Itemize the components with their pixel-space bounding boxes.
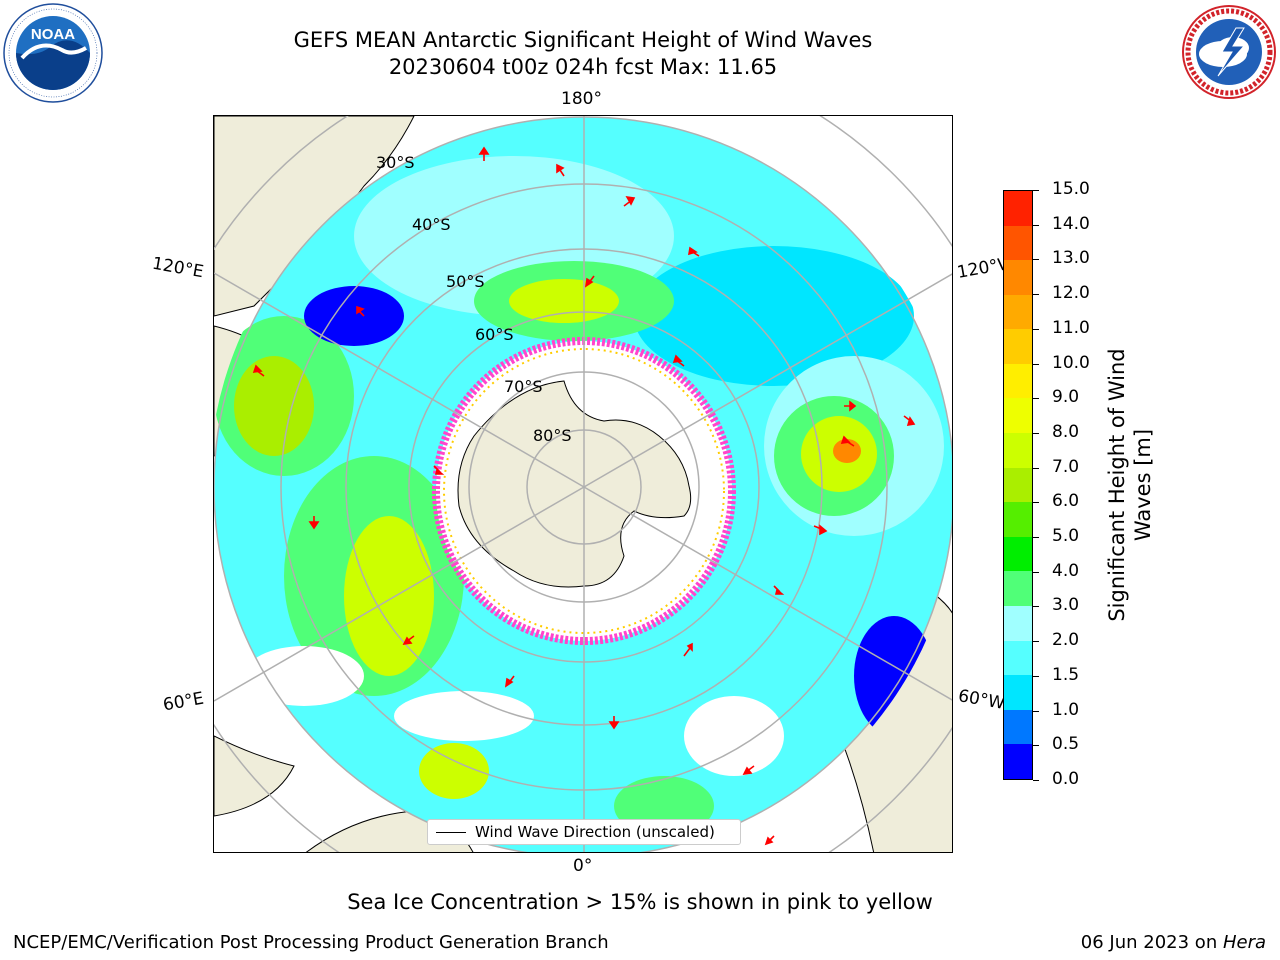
colorbar-label: Significant Height of Wind Waves [m]: [1104, 275, 1156, 695]
colorbar-segment: [1004, 744, 1032, 779]
sea-ice-footnote: Sea Ice Concentration > 15% is shown in …: [347, 890, 933, 914]
lat-label-50s: 50°S: [446, 272, 485, 291]
lat-label-30s: 30°S: [376, 153, 415, 172]
colorbar-tickmark: [1033, 571, 1039, 573]
colorbar: [1003, 190, 1033, 780]
colorbar-tickmark: [1033, 190, 1039, 191]
colorbar-tickmark: [1033, 259, 1039, 261]
colorbar-tick-label: 0.5: [1052, 734, 1080, 755]
credit-branch: NCEP/EMC/Verification Post Processing Pr…: [13, 932, 609, 953]
colorbar-tickmark: [1033, 641, 1039, 643]
colorbar-tick-label: 1.5: [1052, 664, 1080, 685]
wave-direction-arrows: [252, 146, 916, 846]
map-panel: [213, 115, 953, 853]
colorbar-tick-label: 12.0: [1052, 283, 1090, 304]
colorbar-segment: [1004, 398, 1032, 434]
colorbar-label-line1: Significant Height of Wind: [1105, 348, 1129, 622]
colorbar-tick-label: 7.0: [1052, 456, 1080, 477]
lat-label-60s: 60°S: [475, 325, 514, 344]
lat-label-70s: 70°S: [504, 377, 543, 396]
colorbar-tickmark: [1033, 363, 1039, 365]
colorbar-tick-label: 9.0: [1052, 387, 1080, 408]
colorbar-tickmark: [1033, 537, 1039, 539]
noaa-logo-text: NOAA: [31, 26, 75, 43]
legend-line-icon: [436, 831, 466, 833]
colorbar-segment: [1004, 675, 1032, 710]
colorbar-tick-label: 2.0: [1052, 630, 1080, 651]
lat-label-80s: 80°S: [533, 426, 572, 445]
colorbar-tickmark: [1033, 745, 1039, 747]
colorbar-tick-label: 8.0: [1052, 421, 1080, 442]
colorbar-tickmark: [1033, 432, 1039, 434]
graticule: [214, 116, 952, 852]
colorbar-tick-label: 6.0: [1052, 491, 1080, 512]
colorbar-segment: [1004, 709, 1032, 745]
colorbar-tickmark: [1033, 328, 1039, 330]
colorbar-segment: [1004, 536, 1032, 572]
credit-date: 06 Jun 2023 on Hera: [1081, 932, 1266, 953]
lon-label-120e: 120°E: [150, 253, 206, 283]
chart-title: GEFS MEAN Antarctic Significant Height o…: [293, 28, 873, 52]
lon-label-180: 180°: [561, 89, 602, 109]
legend-label: Wind Wave Direction (unscaled): [475, 823, 715, 841]
colorbar-segment: [1004, 467, 1032, 503]
colorbar-tickmark: [1033, 780, 1039, 781]
colorbar-tick-label: 3.0: [1052, 595, 1080, 616]
colorbar-tickmark: [1033, 467, 1039, 469]
lon-label-0: 0°: [573, 856, 593, 876]
colorbar-tick-label: 14.0: [1052, 213, 1090, 234]
colorbar-segment: [1004, 571, 1032, 607]
credit-host: Hera: [1222, 932, 1266, 953]
colorbar-segment: [1004, 433, 1032, 468]
colorbar-tick-label: 5.0: [1052, 526, 1080, 547]
colorbar-tickmark: [1033, 398, 1039, 400]
lat-label-40s: 40°S: [412, 215, 451, 234]
colorbar-tick-label: 13.0: [1052, 248, 1090, 269]
colorbar-tick-label: 11.0: [1052, 317, 1090, 338]
colorbar-segment: [1004, 363, 1032, 399]
credit-date-text: 06 Jun 2023 on: [1080, 932, 1223, 953]
chart-subtitle: 20230604 t00z 024h fcst Max: 11.65: [388, 55, 778, 79]
colorbar-segment: [1004, 190, 1032, 226]
colorbar-tick-label: 1.0: [1052, 699, 1080, 720]
colorbar-segment: [1004, 294, 1032, 330]
colorbar-tick-label: 0.0: [1052, 769, 1080, 789]
colorbar-segment: [1004, 606, 1032, 641]
colorbar-segment: [1004, 260, 1032, 295]
colorbar-tickmark: [1033, 224, 1039, 226]
colorbar-tickmark: [1033, 502, 1039, 504]
colorbar-segment: [1004, 225, 1032, 261]
lon-label-60e: 60°E: [161, 688, 206, 716]
colorbar-tickmark: [1033, 675, 1039, 677]
colorbar-tickmark: [1033, 606, 1039, 608]
noaa-logo: NOAA: [3, 3, 103, 103]
colorbar-label-line2: Waves [m]: [1131, 428, 1155, 542]
colorbar-tick-label: 4.0: [1052, 560, 1080, 581]
colorbar-tick-label: 15.0: [1052, 179, 1090, 199]
colorbar-tickmark: [1033, 294, 1039, 296]
lon-label-60w: 60°W: [956, 686, 1007, 714]
colorbar-segment: [1004, 502, 1032, 537]
colorbar-segment: [1004, 329, 1032, 364]
colorbar-tickmark: [1033, 710, 1039, 712]
colorbar-segment: [1004, 640, 1032, 676]
nws-logo: [1182, 5, 1276, 99]
map-legend: Wind Wave Direction (unscaled): [427, 819, 741, 845]
polar-map: [214, 116, 952, 852]
colorbar-tick-label: 10.0: [1052, 352, 1090, 373]
